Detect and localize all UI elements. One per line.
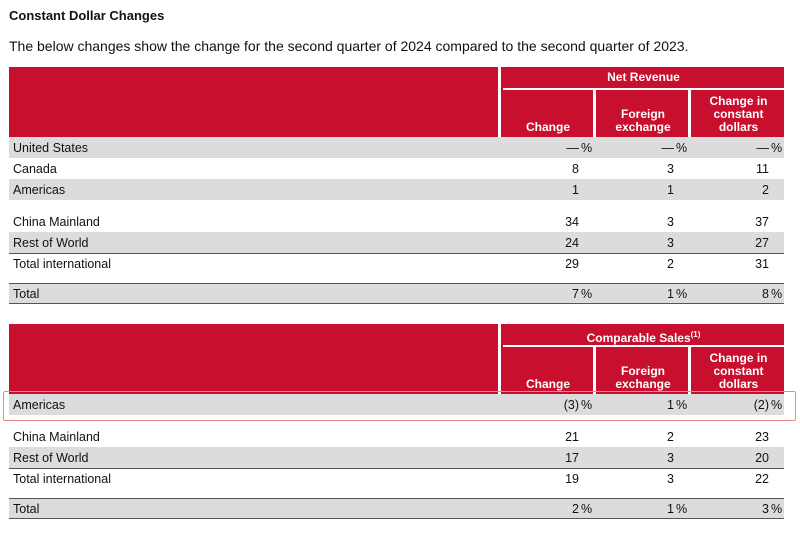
- row-label: China Mainland: [13, 430, 100, 444]
- table-header: Net Revenue Change Foreign exchange Change …: [9, 67, 784, 137]
- value-cell: —%: [566, 141, 593, 155]
- value-cell: —%: [661, 141, 688, 155]
- table-row: United States —% —% —%: [9, 137, 784, 158]
- value-cell: 3: [667, 215, 674, 229]
- value-cell: 3: [667, 236, 674, 250]
- column-header: Foreign exchange: [615, 364, 671, 391]
- table-row: China Mainland 21 2 23: [9, 426, 784, 447]
- group-label: Net Revenue: [607, 70, 680, 84]
- value-cell: 8: [572, 162, 579, 176]
- value-cell: 8%: [762, 286, 783, 301]
- table-header: Comparable Sales(1) Change Foreign exchang…: [9, 324, 784, 394]
- value-cell: 2: [667, 430, 674, 444]
- table-row: China Mainland 34 3 37: [9, 211, 784, 232]
- footnote-marker: (1): [690, 330, 701, 339]
- row-label: Rest of World: [13, 451, 89, 465]
- row-label: Americas: [13, 398, 66, 412]
- value-cell: 37: [755, 215, 769, 229]
- value-cell: 11: [756, 162, 769, 176]
- table-row: Americas 1 1 2: [9, 179, 784, 200]
- section-description: The below changes show the change for th…: [9, 38, 689, 54]
- table-row: Total 2% 1% 3%: [9, 498, 784, 519]
- group-header: Net Revenue: [503, 67, 784, 90]
- value-cell: 21: [565, 430, 579, 444]
- value-cell: 20: [755, 451, 769, 465]
- section-title: Constant Dollar Changes: [9, 8, 165, 23]
- row-label: China Mainland: [13, 215, 100, 229]
- value-cell: 29: [565, 257, 579, 271]
- row-label: Rest of World: [13, 236, 89, 250]
- value-cell: 2%: [572, 501, 593, 516]
- highlight-box: [3, 391, 796, 421]
- table-row: Total international 19 3 22: [9, 468, 784, 489]
- value-cell: 3: [667, 162, 674, 176]
- table-row: Total 7% 1% 8%: [9, 283, 784, 304]
- row-label: Americas: [13, 183, 66, 197]
- column-header: Change in constant dollars: [709, 94, 768, 134]
- column-header: Foreign exchange: [615, 107, 671, 134]
- group-header: Comparable Sales(1): [503, 324, 784, 347]
- value-cell: 1%: [667, 501, 688, 516]
- comparable-sales-table: Comparable Sales(1) Change Foreign exchang…: [9, 324, 784, 519]
- value-cell: 3: [667, 472, 674, 486]
- row-label: Total: [13, 286, 40, 301]
- value-cell: 1: [667, 183, 674, 197]
- row-label: Total international: [13, 472, 111, 486]
- row-label: Total: [13, 501, 40, 516]
- value-cell: 31: [755, 257, 769, 271]
- table-row: Rest of World 24 3 27: [9, 232, 784, 253]
- value-cell: 3: [667, 451, 674, 465]
- value-cell: 1%: [667, 286, 688, 301]
- value-cell: 1%: [667, 398, 688, 412]
- group-label: Comparable Sales: [586, 331, 691, 345]
- table-row: Americas (3)% 1% (2)%: [9, 394, 784, 415]
- value-cell: 17: [565, 451, 579, 465]
- column-header: Change in constant dollars: [709, 351, 768, 391]
- value-cell: 24: [565, 236, 579, 250]
- row-label: Total international: [13, 257, 111, 271]
- value-cell: (3)%: [563, 398, 593, 412]
- table-row: Total international 29 2 31: [9, 253, 784, 274]
- value-cell: (2)%: [753, 398, 783, 412]
- value-cell: 27: [755, 236, 769, 250]
- value-cell: 3%: [762, 501, 783, 516]
- row-label: United States: [13, 141, 89, 155]
- net-revenue-table: Net Revenue Change Foreign exchange Change …: [9, 67, 784, 304]
- value-cell: 22: [755, 472, 769, 486]
- table-row: Canada 8 3 11: [9, 158, 784, 179]
- value-cell: 34: [565, 215, 579, 229]
- value-cell: 19: [565, 472, 579, 486]
- value-cell: 23: [755, 430, 769, 444]
- column-header: Change: [525, 377, 570, 391]
- value-cell: 1: [572, 183, 579, 197]
- row-label: Canada: [13, 162, 57, 176]
- column-header: Change: [525, 120, 570, 134]
- value-cell: 2: [667, 257, 674, 271]
- value-cell: 2: [762, 183, 769, 197]
- value-cell: —%: [756, 141, 783, 155]
- value-cell: 7%: [572, 286, 593, 301]
- table-row: Rest of World 17 3 20: [9, 447, 784, 468]
